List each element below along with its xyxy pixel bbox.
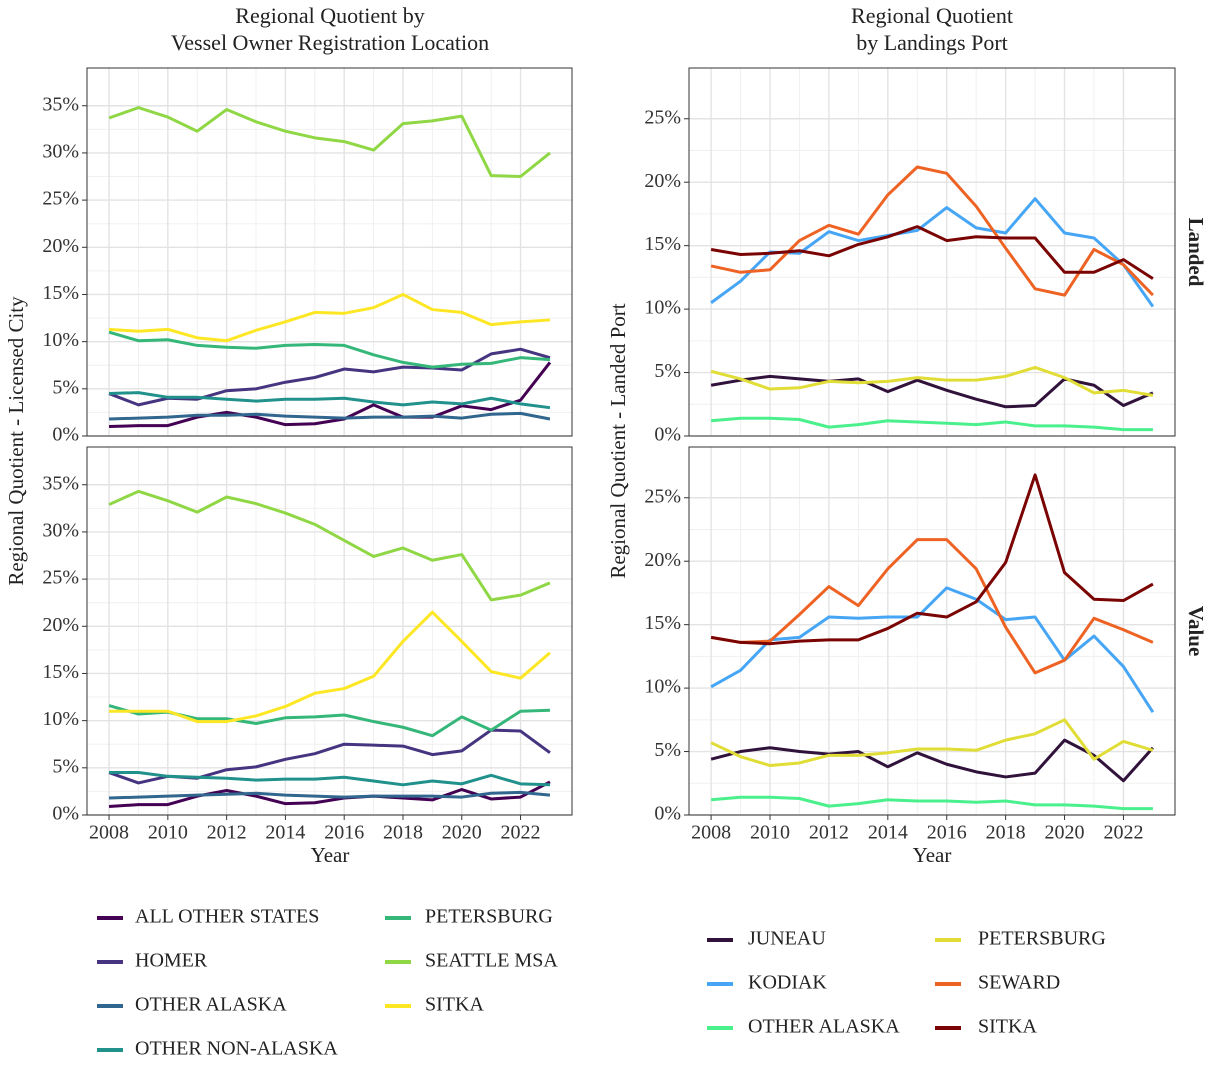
x-tick-label: 2016 <box>324 822 364 844</box>
y-tick-label: 5% <box>52 755 79 777</box>
x-tick-label: 2010 <box>750 822 790 844</box>
x-axis-label: Year <box>311 843 350 867</box>
y-tick-label: 25% <box>644 106 681 128</box>
legend-label: OTHER ALASKA <box>748 1016 900 1038</box>
plot-background <box>87 447 572 815</box>
legend-label: ALL OTHER STATES <box>135 906 319 928</box>
y-tick-label: 35% <box>42 472 79 494</box>
x-tick-label: 2018 <box>986 822 1026 844</box>
y-tick-label: 0% <box>52 803 79 825</box>
chart-title: by Landings Port <box>856 30 1008 55</box>
series-line <box>108 292 551 343</box>
chart-title: Regional Quotient <box>851 3 1013 28</box>
y-tick-label: 25% <box>42 188 79 210</box>
legend-label: OTHER NON-ALASKA <box>135 1038 338 1060</box>
y-tick-label: 15% <box>42 661 79 683</box>
facet-label: Value <box>1184 606 1208 657</box>
series-line <box>109 771 550 787</box>
series-line <box>108 106 551 179</box>
y-tick-label: 25% <box>42 567 79 589</box>
y-tick-label: 5% <box>654 360 681 382</box>
series-line <box>108 489 551 602</box>
y-axis-label: Regional Quotient - Landed Port <box>606 303 630 578</box>
y-tick-label: 5% <box>52 376 79 398</box>
x-tick-label: 2008 <box>89 822 129 844</box>
series-line <box>109 610 551 724</box>
y-tick-label: 30% <box>42 141 79 163</box>
y-tick-label: 35% <box>42 93 79 115</box>
legend-label: KODIAK <box>748 972 827 994</box>
x-tick-label: 2012 <box>809 822 849 844</box>
series-line <box>710 718 1154 768</box>
y-tick-label: 25% <box>644 485 681 507</box>
y-axis-label: Regional Quotient - Licensed City <box>4 296 28 586</box>
series-line <box>710 586 1155 714</box>
x-tick-label: 2014 <box>868 822 908 844</box>
series-line <box>710 225 1154 280</box>
series-line <box>710 795 1153 811</box>
y-tick-label: 0% <box>654 424 681 446</box>
plot-background <box>87 68 572 436</box>
y-tick-label: 15% <box>42 282 79 304</box>
series-line <box>710 416 1153 432</box>
plot-border <box>688 67 1176 437</box>
legend-label: SITKA <box>425 994 484 1016</box>
y-tick-label: 20% <box>42 235 79 257</box>
x-tick-label: 2014 <box>265 822 305 844</box>
series-line <box>108 330 551 369</box>
y-tick-label: 10% <box>42 329 79 351</box>
x-tick-label: 2010 <box>148 822 188 844</box>
plot-border <box>86 67 573 437</box>
x-tick-label: 2016 <box>927 822 967 844</box>
legend-label: SEATTLE MSA <box>425 950 558 972</box>
y-tick-label: 30% <box>42 520 79 542</box>
series-line <box>109 391 551 410</box>
y-tick-label: 0% <box>52 424 79 446</box>
series-line <box>710 473 1154 646</box>
y-tick-label: 10% <box>42 708 79 730</box>
x-tick-label: 2022 <box>501 822 541 844</box>
x-tick-label: 2020 <box>442 822 482 844</box>
plot-border <box>86 446 573 816</box>
y-tick-label: 5% <box>654 739 681 761</box>
legend-label: JUNEAU <box>748 928 826 950</box>
legend-label: PETERSBURG <box>978 928 1106 950</box>
facet-label: Landed <box>1184 218 1208 287</box>
y-tick-label: 0% <box>654 803 681 825</box>
x-tick-label: 2008 <box>691 822 731 844</box>
legend-label: PETERSBURG <box>425 906 553 928</box>
y-tick-label: 15% <box>644 233 681 255</box>
x-tick-label: 2020 <box>1045 822 1085 844</box>
chart-title: Regional Quotient by <box>235 3 424 28</box>
chart-title: Vessel Owner Registration Location <box>171 30 489 55</box>
series-line <box>710 738 1155 783</box>
x-tick-label: 2012 <box>207 822 247 844</box>
series-line <box>109 411 551 421</box>
x-tick-label: 2018 <box>383 822 423 844</box>
y-tick-label: 20% <box>644 170 681 192</box>
plot-border <box>688 446 1176 816</box>
series-line <box>109 361 552 429</box>
series-line <box>710 538 1154 675</box>
legend-label: SITKA <box>978 1016 1037 1038</box>
legend-label: HOMER <box>135 950 208 972</box>
legend-label: SEWARD <box>978 972 1060 994</box>
x-axis-label: Year <box>913 843 952 867</box>
series-line <box>710 365 1154 397</box>
y-tick-label: 15% <box>644 612 681 634</box>
y-tick-label: 10% <box>644 297 681 319</box>
y-tick-label: 20% <box>644 549 681 571</box>
series-line <box>710 374 1154 409</box>
y-tick-label: 10% <box>644 676 681 698</box>
x-tick-label: 2022 <box>1103 822 1143 844</box>
legend-label: OTHER ALASKA <box>135 994 287 1016</box>
series-line <box>109 790 551 800</box>
y-tick-label: 20% <box>42 614 79 636</box>
